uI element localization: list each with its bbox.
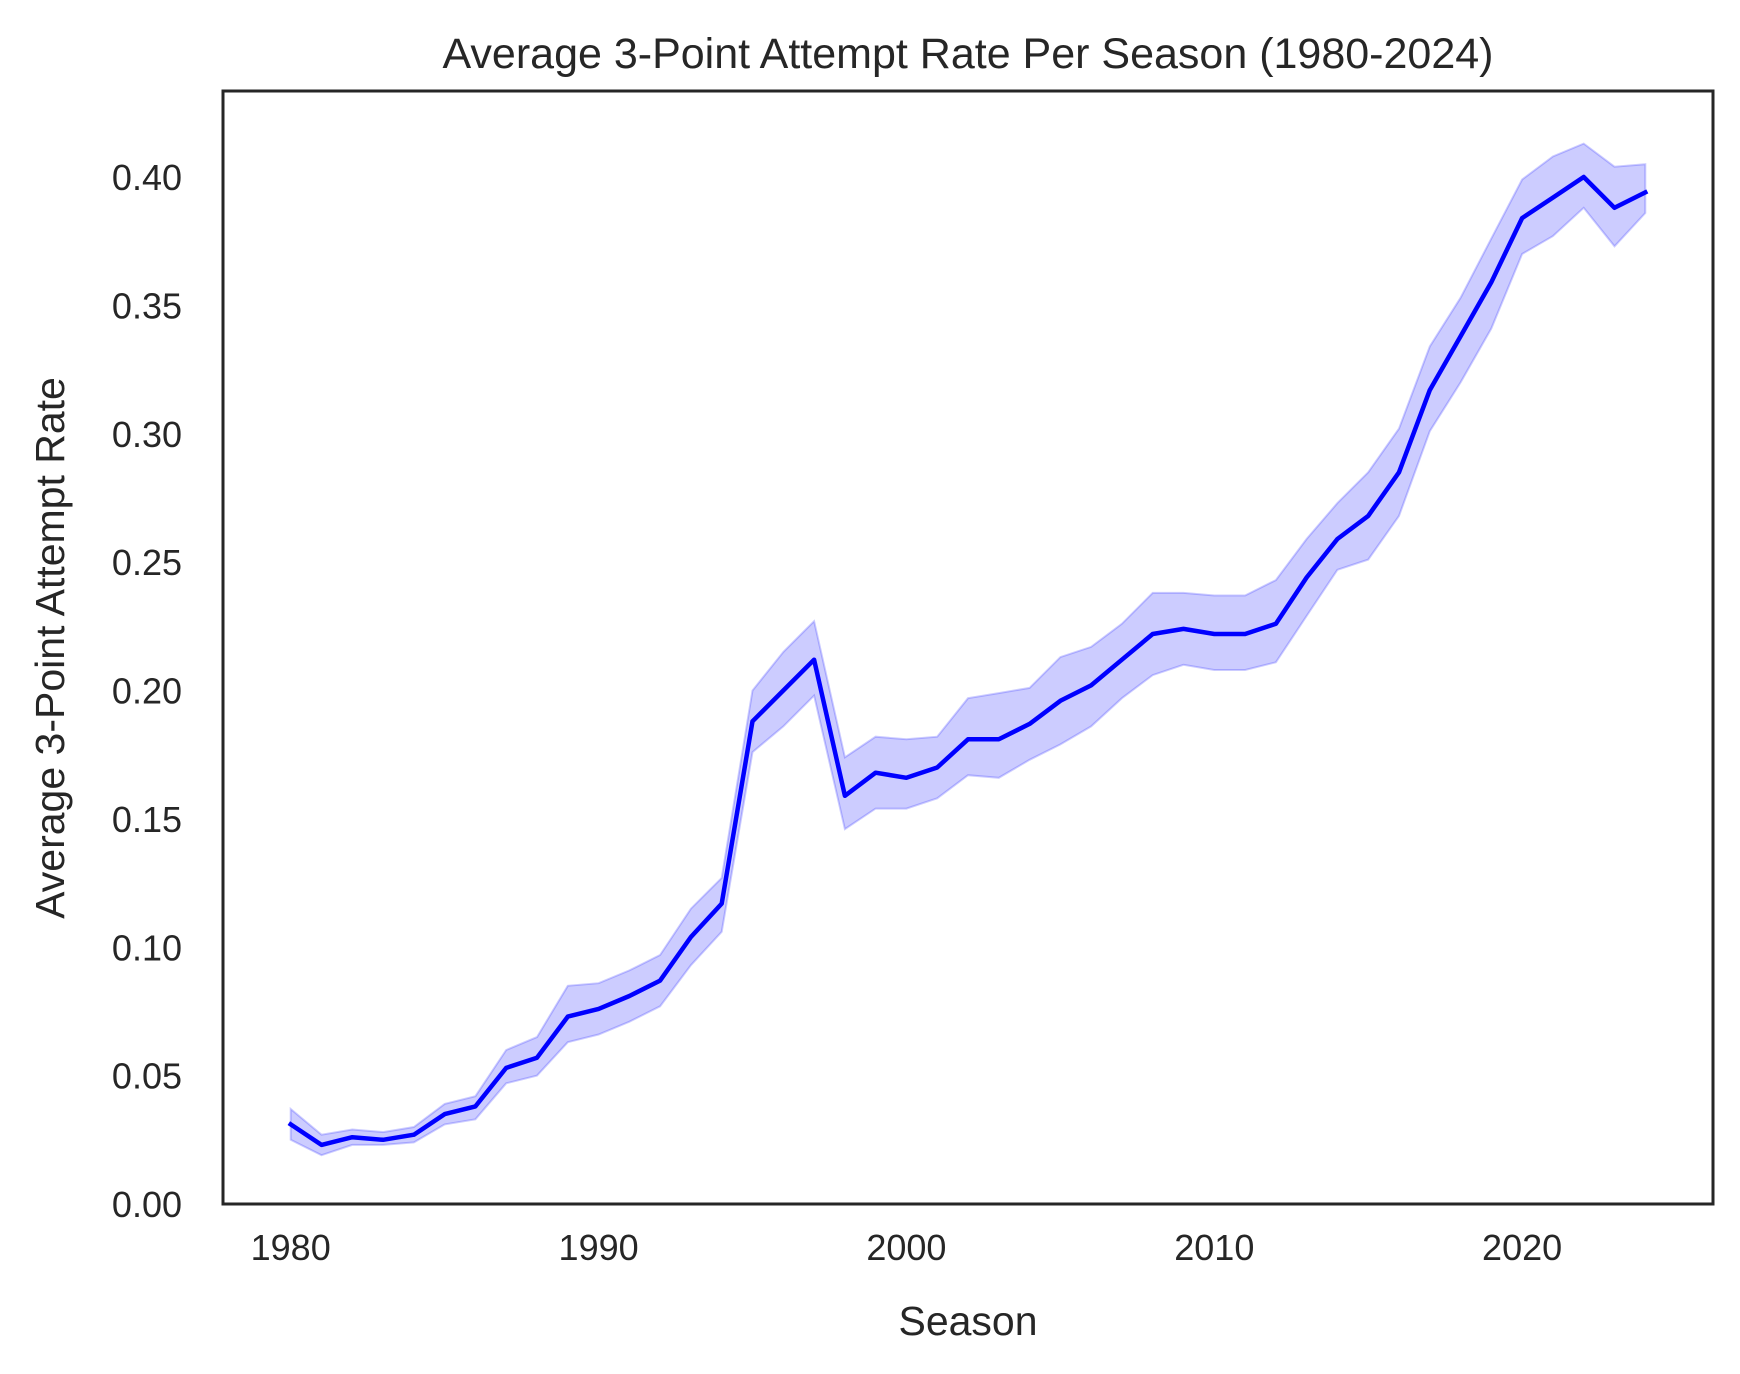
y-tick-label: 0.40 [112, 157, 182, 198]
x-axis-ticks: 1980 1990 2000 2010 2020 [251, 1227, 1562, 1268]
x-tick-label: 2010 [1174, 1227, 1254, 1268]
x-tick-label: 2000 [866, 1227, 946, 1268]
y-tick-label: 0.25 [112, 542, 182, 583]
y-axis-label: Average 3-Point Attempt Rate [27, 377, 73, 919]
chart-title: Average 3-Point Attempt Rate Per Season … [443, 30, 1494, 78]
y-tick-label: 0.35 [112, 285, 182, 326]
y-tick-label: 0.10 [112, 927, 182, 968]
plot-frame [221, 89, 1715, 1206]
confidence-band [289, 142, 1647, 1157]
x-tick-label: 1990 [559, 1227, 639, 1268]
x-axis-label: Season [898, 1298, 1037, 1344]
y-tick-label: 0.30 [112, 414, 182, 455]
x-tick-label: 2020 [1482, 1227, 1562, 1268]
plot-area [287, 142, 1649, 1157]
y-axis-ticks: 0.00 0.05 0.10 0.15 0.20 0.25 0.30 0.35 0.40 [112, 157, 182, 1225]
y-tick-label: 0.15 [112, 799, 182, 840]
x-tick-label: 1980 [251, 1227, 331, 1268]
series-line [287, 174, 1649, 1148]
y-tick-label: 0.20 [112, 671, 182, 712]
y-tick-label: 0.05 [112, 1056, 182, 1097]
y-tick-label: 0.00 [112, 1184, 182, 1225]
